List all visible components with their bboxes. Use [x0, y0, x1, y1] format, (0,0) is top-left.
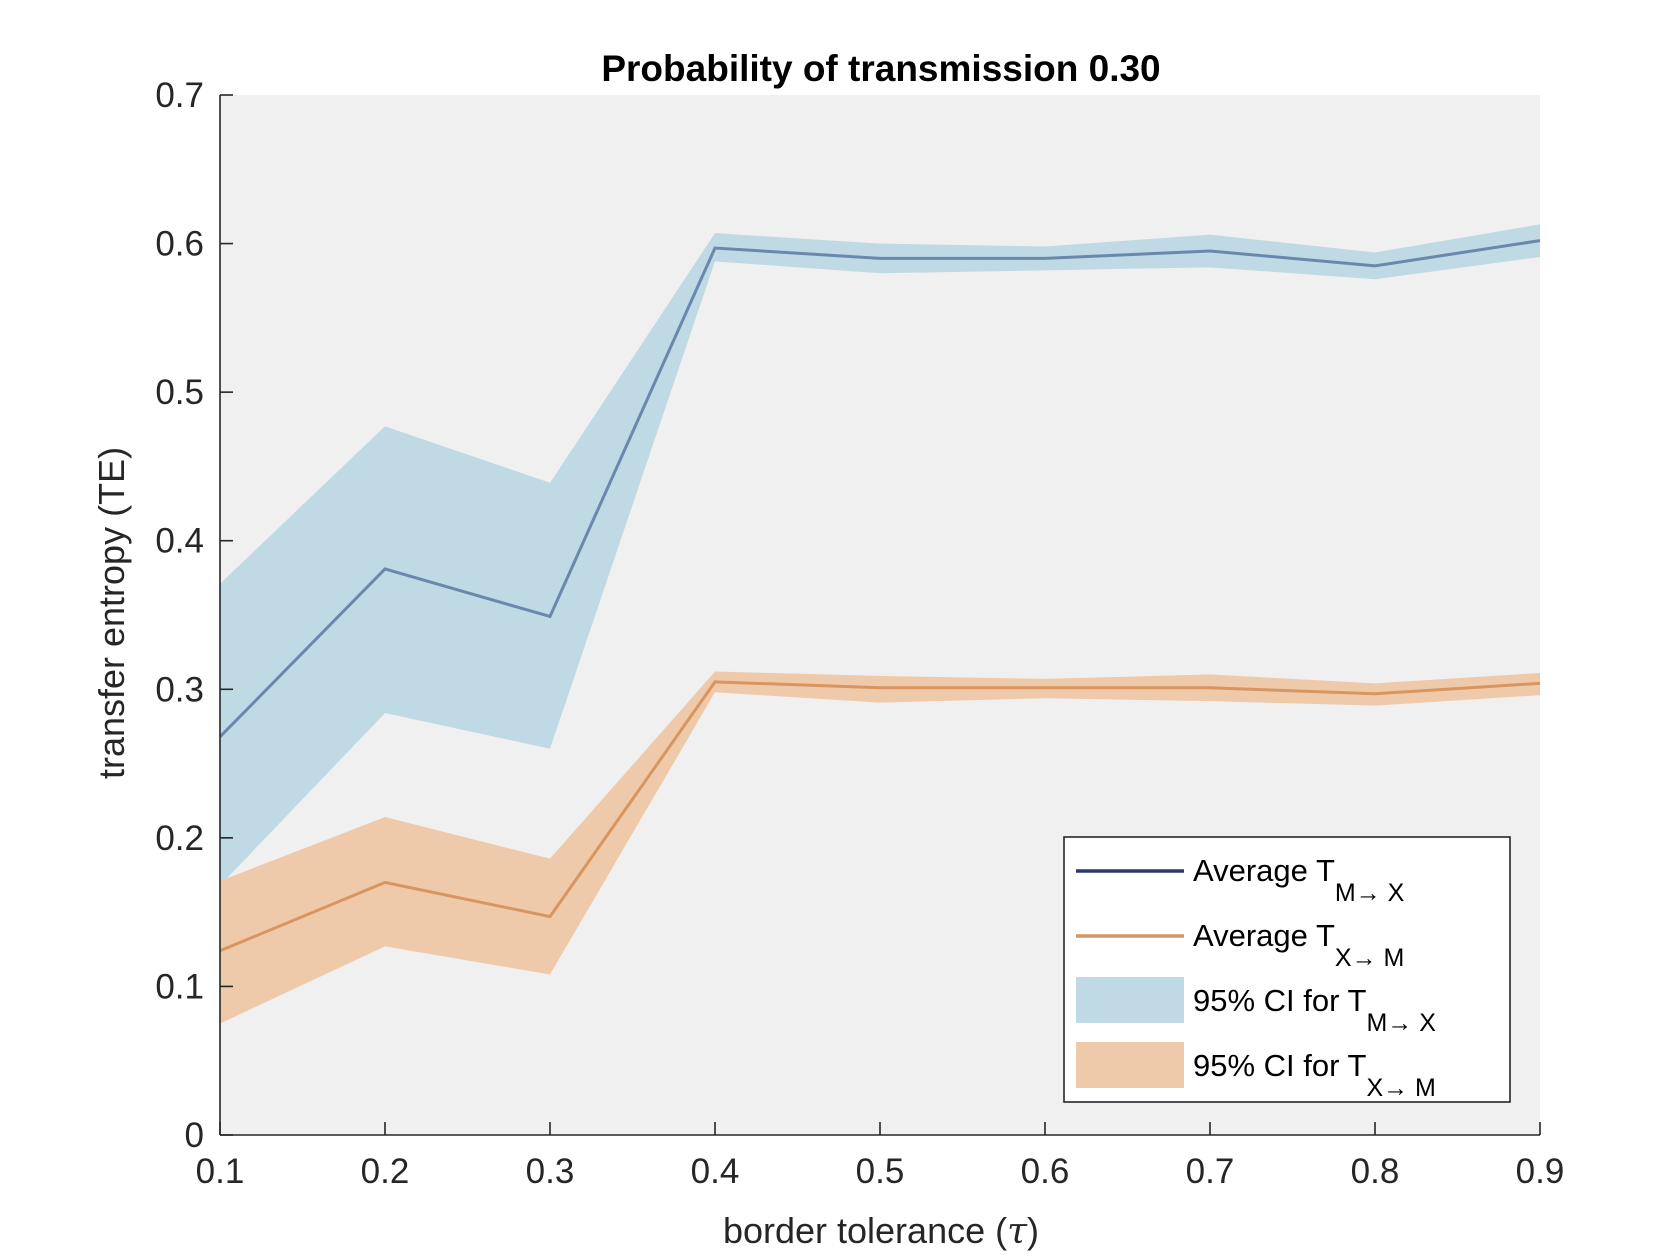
ci-bands — [220, 224, 1540, 1024]
x-tick-label: 0.9 — [1516, 1152, 1565, 1191]
y-tick-label: 0.2 — [155, 819, 204, 858]
y-axis-label: transfer entropy (TE) — [91, 447, 132, 779]
line-m_to_x — [218, 239, 1541, 738]
x-tick-label: 0.4 — [691, 1152, 740, 1191]
x-tick-label: 0.7 — [1186, 1152, 1235, 1191]
ci-band-x_to_m — [220, 671, 1540, 1024]
y-tick-label: 0.3 — [155, 670, 204, 709]
chart-title: Probability of transmission 0.30 — [601, 48, 1160, 89]
legend-patch-swatch — [1076, 977, 1184, 1023]
x-tick-label: 0.3 — [526, 1152, 575, 1191]
legend-label: Average TM→ X — [1193, 853, 1405, 907]
x-axis-label-symbol: τ — [1007, 1211, 1028, 1252]
legend-label: Average TX→ M — [1193, 918, 1404, 972]
y-tick-label: 0.5 — [155, 373, 204, 412]
line-x_to_m — [219, 680, 1541, 953]
x-tick-label: 0.2 — [361, 1152, 410, 1191]
x-axis-ticks: 0.1 0.2 0.3 0.4 0.5 0.6 0.7 0.8 0.9 — [196, 1122, 1565, 1191]
x-tick-label: 0.8 — [1351, 1152, 1400, 1191]
legend-label: 95% CI for TM→ X — [1193, 983, 1436, 1037]
legend-label: 95% CI for TX→ M — [1193, 1048, 1436, 1102]
x-tick-label: 0.6 — [1021, 1152, 1070, 1191]
y-tick-label: 0.6 — [155, 225, 204, 264]
y-tick-label: 0.7 — [155, 76, 204, 115]
y-tick-label: 0 — [185, 1116, 204, 1155]
y-tick-label: 0.4 — [155, 522, 204, 561]
x-axis-label-text: border tolerance — [723, 1210, 985, 1251]
legend-patch-swatch — [1076, 1042, 1184, 1088]
y-tick-label: 0.1 — [155, 967, 204, 1006]
ci-band-m_to_x — [220, 224, 1540, 886]
legend: Average TM→ X Average TX→ M 95% CI for TM→… — [1063, 836, 1511, 1103]
series-lines — [218, 239, 1541, 953]
x-tick-label: 0.1 — [196, 1152, 245, 1191]
y-axis-ticks: 0 0.1 0.2 0.3 0.4 0.5 0.6 0.7 — [155, 76, 233, 1155]
x-axis-label: border tolerance (τ) — [723, 1210, 1039, 1252]
x-tick-label: 0.5 — [856, 1152, 905, 1191]
